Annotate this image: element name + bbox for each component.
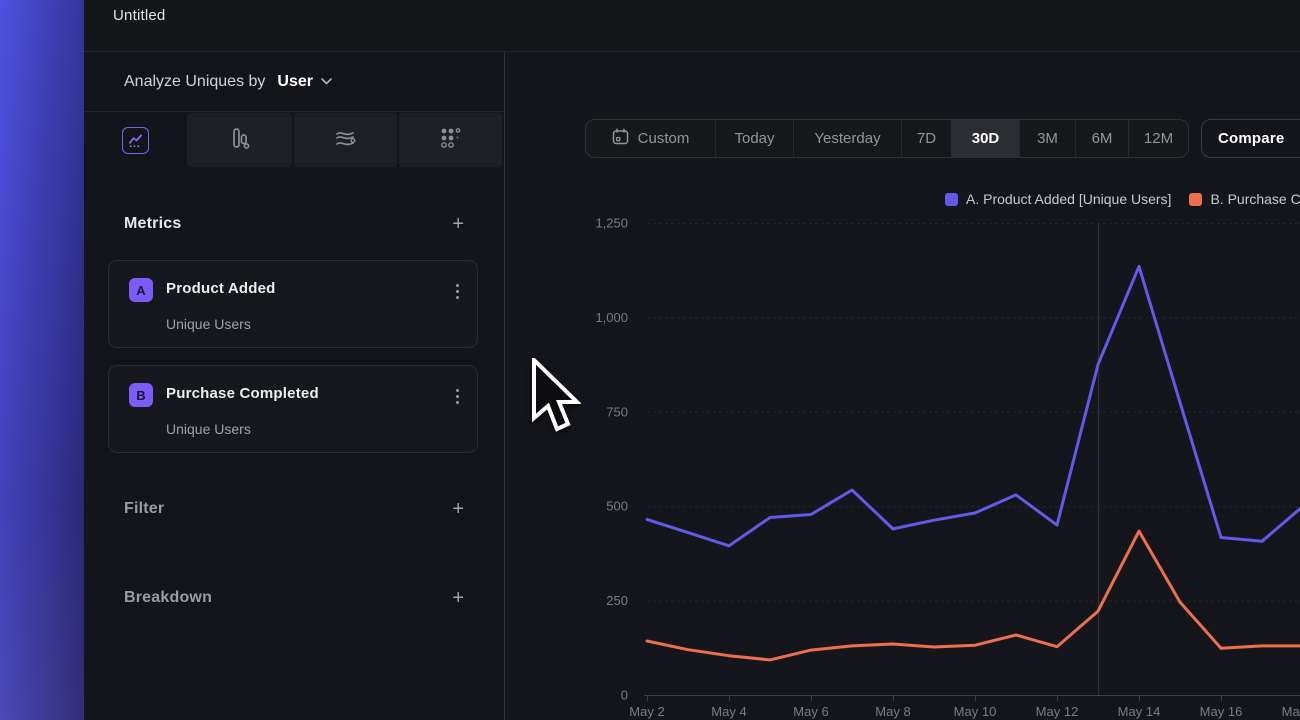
top-header: Untitled: [84, 0, 1300, 52]
line-chart[interactable]: 0 250 500 750 1,000 1,250 May 2 May 4 May 6 May 8…: [505, 52, 1300, 720]
x-tick-label: May 18: [1282, 704, 1300, 719]
line-chart-icon: [122, 127, 149, 154]
breakdown-heading: Breakdown: [124, 589, 212, 607]
x-tick-label: May 4: [711, 704, 746, 719]
document-title[interactable]: Untitled: [113, 7, 165, 24]
analyze-by-dropdown[interactable]: User: [277, 73, 332, 91]
x-tick-label: May 10: [954, 704, 997, 719]
tab-dot-grid[interactable]: [399, 113, 502, 167]
chart-type-tabs: [84, 113, 504, 167]
y-tick-label: 500: [606, 499, 628, 514]
x-tick-label: May 2: [629, 704, 664, 719]
x-tick-label: May 8: [875, 704, 910, 719]
chevron-down-icon: [321, 78, 332, 85]
add-breakdown-button[interactable]: +: [452, 589, 464, 607]
breakdown-section-header: Breakdown +: [124, 589, 464, 607]
flow-icon: [332, 126, 359, 155]
filter-heading: Filter: [124, 500, 164, 518]
metric-card-a[interactable]: A Product Added Unique Users: [108, 260, 478, 348]
metric-name: Product Added: [166, 280, 276, 297]
metrics-heading: Metrics: [124, 215, 181, 233]
x-tick-label: May 12: [1036, 704, 1079, 719]
kebab-menu-icon[interactable]: [454, 387, 461, 406]
y-tick-label: 250: [606, 593, 628, 608]
y-tick-label: 750: [606, 404, 628, 419]
analyze-by-value: User: [277, 73, 313, 91]
metric-measure[interactable]: Unique Users: [166, 421, 251, 437]
analyze-row: Analyze Uniques by User: [84, 52, 504, 112]
y-tick-label: 0: [621, 688, 628, 703]
chart-panel: Custom Today Yesterday 7D 30D 3M 6M 12M …: [505, 52, 1300, 720]
metric-badge-a: A: [129, 278, 153, 302]
dot-grid-icon: [438, 125, 463, 155]
series-line-b: [647, 531, 1300, 660]
tab-line-chart[interactable]: [84, 113, 187, 167]
metrics-section-header: Metrics +: [124, 215, 464, 233]
metric-badge-b: B: [129, 383, 153, 407]
series-line-a: [647, 266, 1300, 545]
tab-bar-chart[interactable]: [187, 113, 292, 167]
x-tick-label: May 6: [793, 704, 828, 719]
kebab-menu-icon[interactable]: [454, 282, 461, 301]
metric-card-b[interactable]: B Purchase Completed Unique Users: [108, 365, 478, 453]
y-tick-label: 1,250: [595, 216, 628, 231]
metric-measure[interactable]: Unique Users: [166, 316, 251, 332]
bar-chart-icon: [227, 125, 253, 156]
add-metric-button[interactable]: +: [452, 215, 464, 233]
left-gradient-strip: [0, 0, 84, 720]
x-tick-label: May 16: [1200, 704, 1243, 719]
y-tick-label: 1,000: [595, 310, 628, 325]
metric-name: Purchase Completed: [166, 385, 319, 402]
query-sidebar: Analyze Uniques by User: [84, 52, 505, 720]
add-filter-button[interactable]: +: [452, 500, 464, 518]
x-tick-label: May 14: [1118, 704, 1161, 719]
analyze-label: Analyze Uniques by: [124, 73, 265, 91]
analytics-app: Untitled Analyze Uniques by User: [0, 0, 1300, 720]
filter-section-header: Filter +: [124, 500, 464, 518]
tab-flow[interactable]: [294, 113, 397, 167]
